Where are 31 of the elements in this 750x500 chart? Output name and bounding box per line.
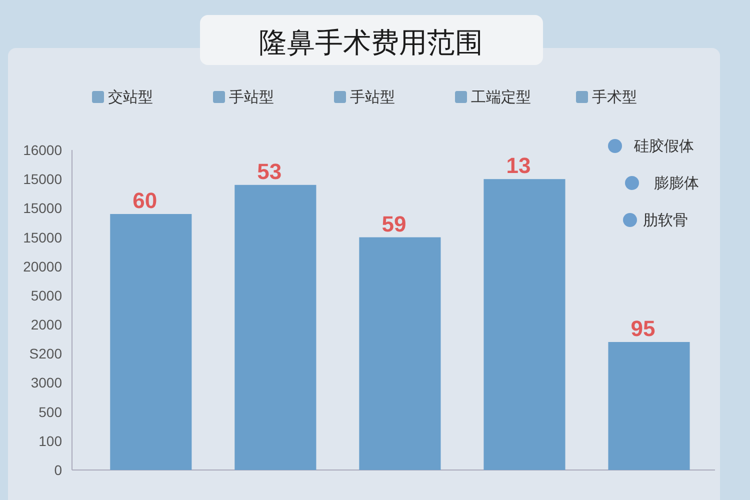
bar [110,214,192,470]
text: 15000 [23,229,62,246]
text: 3000 [30,374,62,391]
annotation: 53 [257,158,282,184]
text: 13 [506,153,531,178]
text: 手站型 [350,88,395,106]
text: S200 [29,346,62,362]
annotation: 肋软骨 [643,211,688,229]
text: 手站型 [229,88,274,106]
text: 2000 [30,316,62,333]
annotation: 95 [630,316,656,341]
text: 工端定型 [471,88,531,106]
text: 20000 [23,258,62,274]
text: 100 [38,432,62,449]
chart-title: 隆鼻手术费用范围 [259,26,483,59]
text: 16000 [23,142,62,158]
text: 15000 [23,171,62,188]
annotation: 59 [382,211,406,236]
text: 交站型 [108,88,153,106]
text: 手术型 [592,88,637,106]
text: 5000 [30,287,62,304]
text: 硅胶假体 [633,137,694,155]
bar [484,179,566,470]
bar [608,342,690,470]
text: 15000 [23,200,62,216]
annotation: 膨膨体 [654,174,699,192]
bar [234,184,316,470]
text: 0 [54,462,62,478]
text: 500 [38,404,62,420]
annotation: 60 [132,188,158,213]
bar [359,237,441,470]
